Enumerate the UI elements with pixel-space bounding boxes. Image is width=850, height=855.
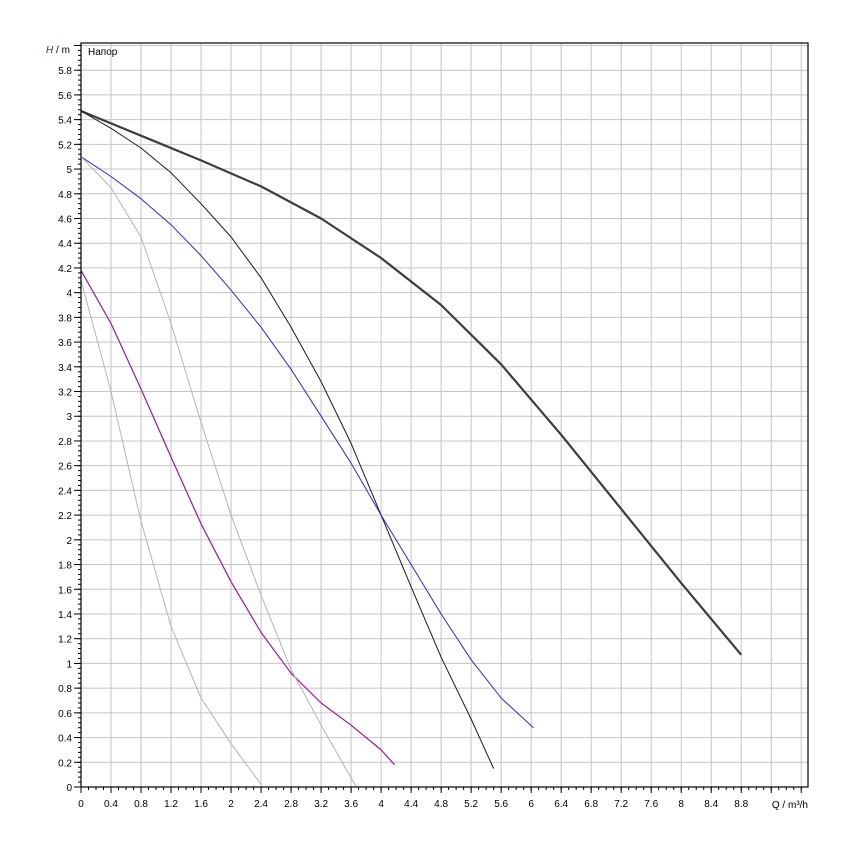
x-tick-label: 3.2 <box>314 799 328 810</box>
y-tick-label: 0.8 <box>58 684 72 695</box>
y-tick-label: 3.8 <box>58 313 72 324</box>
y-tick-label: 0.6 <box>58 709 72 720</box>
y-tick-label: 2.4 <box>58 486 72 497</box>
y-tick-label: 5.2 <box>58 140 72 151</box>
x-axis-label: Q / m³/h <box>772 800 808 811</box>
y-tick-label: 2.8 <box>58 437 72 448</box>
y-tick-label: 3 <box>66 412 72 423</box>
curve-1 <box>80 109 743 656</box>
y-tick-label: 5.6 <box>58 91 72 102</box>
chart-title: Напор <box>88 47 118 58</box>
y-tick-label: 5 <box>66 165 72 176</box>
y-tick-label: 2.2 <box>58 511 72 522</box>
grid <box>81 43 808 787</box>
curve-2 <box>80 110 495 769</box>
y-tick-label: 5.4 <box>58 116 72 127</box>
x-tick-label: 0.8 <box>134 799 148 810</box>
y-tick-label: 5.8 <box>58 66 72 77</box>
x-tick-label: 8.4 <box>704 799 718 810</box>
x-tick-label: 4.4 <box>404 799 418 810</box>
x-tick-label: 1.6 <box>194 799 208 810</box>
y-axis-symbol: H <box>46 45 54 56</box>
x-tick-label: 2.4 <box>254 799 268 810</box>
y-tick-label: 1.8 <box>58 561 72 572</box>
y-tick-label: 4.2 <box>58 264 72 275</box>
y-tick-label: 0.4 <box>58 734 72 745</box>
x-tick-label: 6 <box>528 799 534 810</box>
x-tick-label: 5.6 <box>494 799 508 810</box>
x-tick-label: 8.8 <box>734 799 748 810</box>
x-tick-label: 4 <box>378 799 384 810</box>
curves <box>80 109 743 788</box>
y-axis-label: H / m <box>46 45 70 56</box>
x-tick-label: 6.4 <box>554 799 568 810</box>
curve-4 <box>80 270 396 766</box>
y-axis-unit: / m <box>53 45 70 56</box>
curve-5 <box>80 156 357 788</box>
x-tick-label: 7.6 <box>644 799 658 810</box>
y-tick-label: 0 <box>66 783 72 794</box>
x-tick-label: 0 <box>78 799 84 810</box>
y-tick-label: 4.6 <box>58 214 72 225</box>
y-tick-label: 0.2 <box>58 758 72 769</box>
y-tick-label: 3.2 <box>58 388 72 399</box>
curve-3 <box>80 156 534 729</box>
x-tick-label: 1.2 <box>164 799 178 810</box>
y-tick-label: 1 <box>66 659 72 670</box>
y-tick-label: 3.4 <box>58 363 72 374</box>
x-tick-label: 2.8 <box>284 799 298 810</box>
x-tick-label: 2 <box>228 799 234 810</box>
y-tick-label: 1.4 <box>58 610 72 621</box>
x-tick-label: 6.8 <box>584 799 598 810</box>
y-tick-label: 2.6 <box>58 462 72 473</box>
x-tick-label: 3.6 <box>344 799 358 810</box>
x-tick-label: 5.2 <box>464 799 478 810</box>
y-tick-label: 4.8 <box>58 190 72 201</box>
y-tick-label: 4.4 <box>58 239 72 250</box>
plot-frame <box>80 42 809 788</box>
y-tick-label: 1.6 <box>58 585 72 596</box>
x-tick-label: 8 <box>678 799 684 810</box>
y-tick-label: 1.2 <box>58 635 72 646</box>
x-tick-label: 4.8 <box>434 799 448 810</box>
axes: 0 0.4 0.8 1.2 1.6 2 2.4 2.8 3.2 3.6 4 4.4 4.8 5.2 5.6 6… <box>58 42 809 810</box>
y-tick-label: 3.6 <box>58 338 72 349</box>
x-tick-label: 0.4 <box>104 799 118 810</box>
x-tick-label: 7.2 <box>614 799 628 810</box>
y-tick-label: 4 <box>66 289 72 300</box>
curve-6 <box>80 280 262 785</box>
y-tick-label: 2 <box>66 536 72 547</box>
